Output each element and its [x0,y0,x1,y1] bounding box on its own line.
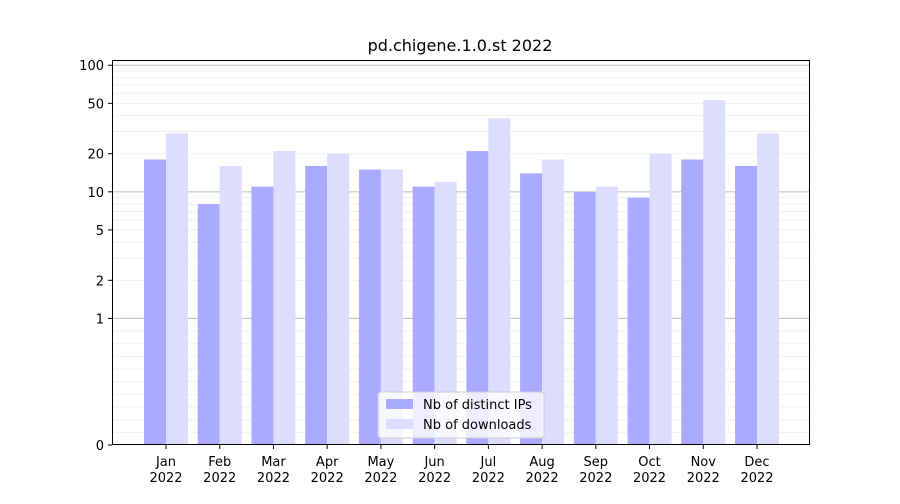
bar-downloads [166,133,188,445]
y-tick-label: 50 [87,97,104,112]
bar-distinct-ips [305,165,328,446]
x-tick-label-year: 2022 [311,471,344,486]
bar-downloads [327,153,350,446]
bar-distinct-ips [197,204,220,445]
x-tick-label-year: 2022 [526,471,559,486]
bar-downloads [488,118,511,445]
x-tick-label-year: 2022 [633,471,666,486]
bar-distinct-ips [144,159,166,445]
x-tick-label-year: 2022 [418,471,451,486]
bar-downloads [649,153,672,446]
bar-downloads [542,159,565,445]
x-tick-label-year: 2022 [740,471,773,486]
bar-distinct-ips [251,186,274,446]
x-tick-label-year: 2022 [364,471,397,486]
legend-label: Nb of distinct IPs [423,398,532,413]
y-axis: 0 1 2 5 10 20 50 100 [79,59,112,454]
legend: Nb of distinct IPs Nb of downloads [377,391,545,439]
bar-distinct-ips [520,173,543,445]
bar-downloads [219,165,242,446]
bar-downloads [434,181,457,445]
legend-swatch [386,399,413,409]
bar-distinct-ips [573,191,596,445]
x-tick-label-year: 2022 [472,471,505,486]
x-tick-label-month: Dec [744,455,769,470]
y-tick-label: 20 [87,148,104,163]
x-tick-label-month: May [367,455,394,470]
x-tick-label-year: 2022 [149,471,182,486]
y-tick-label: 0 [96,439,104,454]
x-tick-label-month: Apr [316,455,339,470]
bar-downloads [757,133,779,445]
chart-title: pd.chigene.1.0.st 2022 [368,36,553,55]
bar-distinct-ips [627,197,650,445]
bar-downloads [595,186,618,446]
bar-distinct-ips [466,151,489,445]
legend-swatch [386,419,413,429]
x-tick-label-month: Jan [155,455,176,470]
x-tick-label-month: Mar [261,455,286,470]
y-tick-label: 5 [96,224,104,239]
x-tick-label-year: 2022 [579,471,612,486]
bar-distinct-ips [735,165,757,446]
bar-distinct-ips [358,169,381,445]
x-tick-label-month: Aug [529,455,554,470]
bar-downloads [703,100,726,445]
y-tick-label: 1 [96,312,104,327]
y-tick-label: 2 [96,274,104,289]
y-tick-label: 10 [87,186,104,201]
x-tick-label-year: 2022 [203,471,236,486]
legend-label: Nb of downloads [423,418,532,433]
legend-box [377,391,545,439]
x-axis: Jan2022Feb2022Mar2022Apr2022May2022Jun20… [149,445,774,486]
bar-distinct-ips [412,186,435,446]
x-tick-label-year: 2022 [687,471,720,486]
bars [144,100,779,446]
bar-distinct-ips [681,159,704,445]
x-tick-label-month: Oct [638,455,660,470]
x-tick-label-month: Jun [423,455,444,470]
x-tick-label-month: Jul [480,455,497,470]
bar-downloads [380,169,403,445]
plot-frame [112,60,810,445]
bar-downloads [273,151,296,445]
y-tick-label: 100 [79,59,104,74]
x-tick-label-month: Nov [691,455,717,470]
x-tick-label-year: 2022 [257,471,290,486]
x-tick-label-month: Feb [208,455,231,470]
x-tick-label-month: Sep [584,455,609,470]
